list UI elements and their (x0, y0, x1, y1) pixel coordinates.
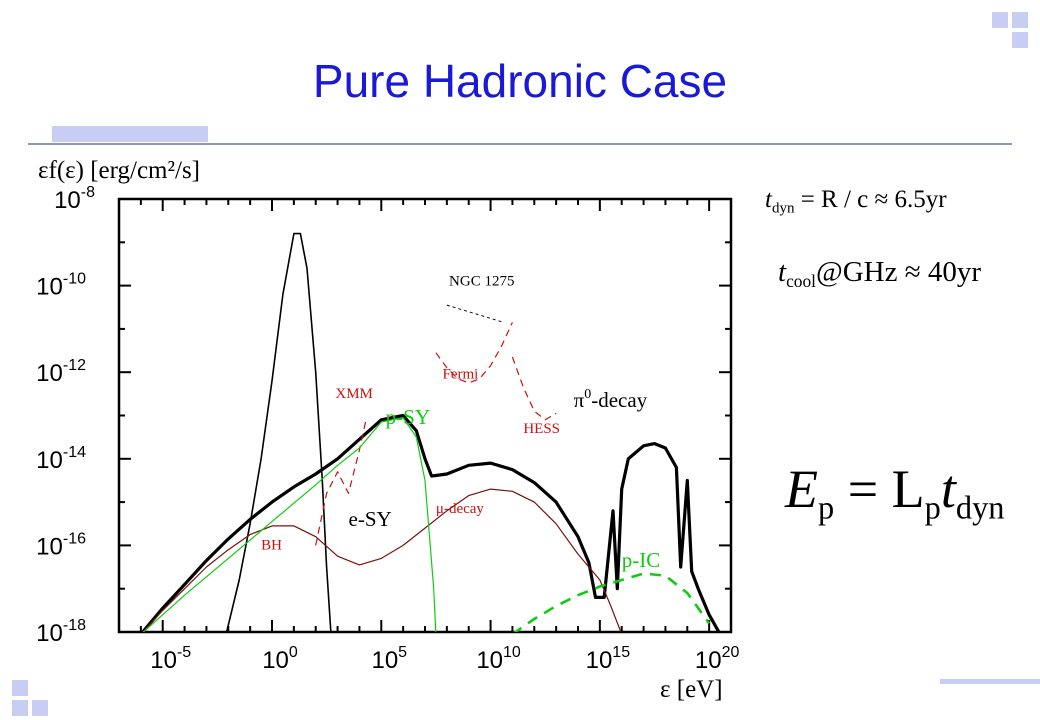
slide-title: Pure Hadronic Case (312, 55, 728, 107)
observation-hess-line (511, 356, 557, 421)
x-tick-label: 1020 (695, 644, 740, 674)
x-axis-title: ε [eV] (660, 676, 723, 703)
x-tick-label: 1010 (476, 644, 521, 674)
corner-square-bottom-2 (12, 700, 28, 716)
eq-tcool-rhs: @GHz ≈ 40yr (816, 256, 982, 288)
annotation-ngc-1275: NGC 1275 (449, 274, 514, 290)
x-tick-label: 1015 (586, 644, 631, 674)
series-e-sy-line (315, 419, 367, 546)
corner-square-top-2 (1012, 12, 1028, 28)
annotation--0-decay: π0-decay (574, 387, 648, 412)
equation-tcool: tcool@GHz ≈ 40yr (778, 256, 981, 292)
annotation-e-sy: e-SY (349, 507, 392, 531)
series-p-sy-line (142, 417, 437, 632)
x-tick-label: 100 (262, 644, 298, 674)
title-rule (28, 143, 1012, 145)
y-tick-label: 10-10 (36, 271, 86, 301)
y-tick-label: 10-18 (36, 617, 86, 647)
corner-square-top-1 (992, 12, 1008, 28)
title-accent-bar (52, 126, 208, 142)
x-tick-label: 10-5 (150, 644, 191, 674)
annotation-p-ic: p-IC (622, 548, 661, 572)
series-series-1-line (225, 232, 332, 632)
eq-tdyn-var: t (765, 186, 772, 213)
eq-ep-mid-sub: p (924, 490, 941, 527)
annotation-hess: HESS (523, 421, 560, 437)
annotation-xmm: XMM (335, 386, 373, 402)
corner-square-bottom-1 (12, 680, 28, 696)
series-p-ic-line (513, 572, 711, 632)
equation-ep: Ep = Lptdyn (785, 458, 1004, 527)
annotation-fermi: Fermi (442, 367, 478, 383)
observation-fermi-line (435, 322, 513, 384)
eq-ep-rhs-sub: dyn (955, 490, 1005, 527)
eq-tdyn-rhs: = R / c ≈ 6.5yr (794, 186, 947, 213)
eq-tcool-sub: cool (786, 271, 817, 292)
y-tick-label: 10-12 (36, 357, 86, 387)
annotation-bh: BH (261, 538, 282, 554)
corner-square-bottom-3 (32, 700, 48, 716)
series-bh-line (142, 488, 622, 632)
eq-ep-rhs: t (940, 459, 956, 519)
y-tick-label: 10-16 (36, 530, 86, 560)
eq-ep-mid: = L (834, 459, 925, 519)
corner-square-top-3 (1012, 32, 1028, 48)
y-tick-label: 10-14 (36, 444, 86, 474)
annotation--decay: μ-decay (436, 501, 485, 517)
eq-ep-lhs-sub: p (818, 490, 835, 527)
eq-ep-lhs: E (785, 459, 818, 519)
eq-tdyn-sub: dyn (771, 200, 795, 217)
bottom-accent-bar (940, 679, 1040, 684)
x-tick-label: 105 (371, 644, 407, 674)
ngc-pointer-line (446, 304, 504, 323)
y-tick-label: 10-8 (54, 184, 95, 214)
series-total-line (140, 413, 721, 632)
y-axis-title: εf(ε) [erg/cm²/s] (38, 157, 200, 184)
eq-tcool-var: t (778, 256, 787, 288)
equation-tdyn: tdyn = R / c ≈ 6.5yr (765, 186, 947, 217)
annotation-p-sy: p-SY (386, 405, 430, 429)
